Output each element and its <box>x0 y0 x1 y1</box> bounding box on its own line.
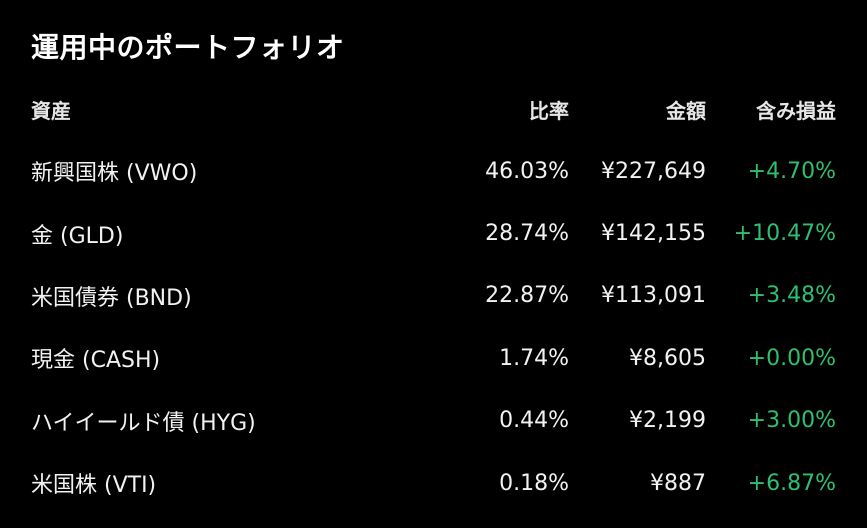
column-header-ratio: 比率 <box>529 98 569 123</box>
asset-unrealized-pl: +10.47% <box>733 221 836 247</box>
asset-unrealized-pl: +4.70% <box>747 158 836 184</box>
column-header-amount: 金額 <box>666 98 706 123</box>
asset-name: 金 (GLD) <box>31 223 124 249</box>
asset-name: ハイイールド債 (HYG) <box>31 410 256 436</box>
asset-unrealized-pl: +6.87% <box>747 470 836 496</box>
asset-ratio: 1.74% <box>499 345 569 371</box>
table-row: 新興国株 (VWO) 46.03% ¥227,649 +4.70% <box>31 140 836 202</box>
asset-amount: ¥8,605 <box>629 345 706 371</box>
asset-amount: ¥113,091 <box>601 283 706 309</box>
asset-amount: ¥227,649 <box>601 158 706 184</box>
asset-unrealized-pl: +3.48% <box>747 283 836 309</box>
asset-name: 米国株 (VTI) <box>31 473 157 499</box>
asset-name: 米国債券 (BND) <box>31 285 192 311</box>
asset-unrealized-pl: +0.00% <box>747 345 836 371</box>
asset-amount: ¥887 <box>650 470 706 496</box>
asset-ratio: 22.87% <box>485 283 569 309</box>
page-title: 運用中のポートフォリオ <box>31 31 345 64</box>
asset-amount: ¥142,155 <box>601 221 706 247</box>
table-header-row: 資産 比率 金額 含み損益 <box>31 78 836 140</box>
table-row: ハイイールド債 (HYG) 0.44% ¥2,199 +3.00% <box>31 390 836 452</box>
table-row: 米国債券 (BND) 22.87% ¥113,091 +3.48% <box>31 265 836 327</box>
asset-ratio: 0.18% <box>499 470 569 496</box>
column-header-asset: 資産 <box>31 98 71 123</box>
table-row: 米国株 (VTI) 0.18% ¥887 +6.87% <box>31 452 836 514</box>
asset-ratio: 28.74% <box>485 221 569 247</box>
holdings-table: 資産 比率 金額 含み損益 新興国株 (VWO) 46.03% ¥227,649… <box>31 78 836 514</box>
asset-name: 現金 (CASH) <box>31 348 161 374</box>
asset-ratio: 0.44% <box>499 408 569 434</box>
table-row: 現金 (CASH) 1.74% ¥8,605 +0.00% <box>31 327 836 389</box>
asset-amount: ¥2,199 <box>629 408 706 434</box>
column-header-unrealized-pl: 含み損益 <box>756 98 836 123</box>
asset-unrealized-pl: +3.00% <box>747 408 836 434</box>
asset-name: 新興国株 (VWO) <box>31 161 198 187</box>
asset-ratio: 46.03% <box>485 158 569 184</box>
table-row: 金 (GLD) 28.74% ¥142,155 +10.47% <box>31 202 836 264</box>
